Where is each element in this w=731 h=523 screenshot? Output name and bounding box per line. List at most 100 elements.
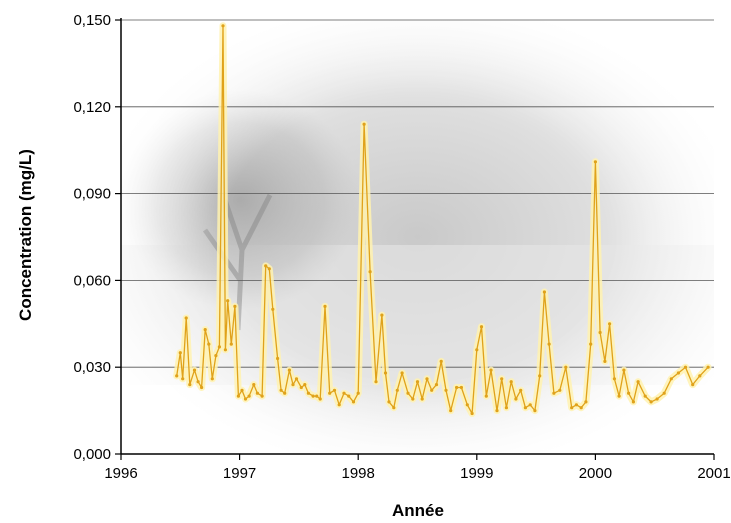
data-point <box>649 400 653 404</box>
x-tick-label: 1997 <box>223 465 256 482</box>
data-point <box>475 348 479 352</box>
data-point <box>283 391 287 395</box>
data-point <box>706 365 710 369</box>
data-point <box>279 388 283 392</box>
data-point <box>570 406 574 410</box>
data-point <box>351 400 356 404</box>
data-point <box>236 394 240 398</box>
data-point <box>636 380 640 384</box>
data-point <box>175 374 179 378</box>
data-point <box>243 397 248 401</box>
data-point <box>306 391 310 395</box>
data-point <box>332 388 337 392</box>
data-point <box>342 391 346 395</box>
data-point <box>192 368 197 372</box>
data-point <box>519 388 523 392</box>
data-point <box>542 290 547 294</box>
data-point <box>662 391 666 395</box>
data-point <box>455 385 459 390</box>
data-point <box>584 400 588 404</box>
data-point <box>479 325 484 329</box>
data-point <box>691 383 695 387</box>
x-axis-title: Année <box>392 501 444 520</box>
data-point <box>470 411 474 416</box>
data-point <box>233 304 237 308</box>
data-point <box>631 400 636 404</box>
data-point <box>608 322 612 326</box>
data-point <box>617 394 621 398</box>
data-point <box>294 377 299 381</box>
y-tick-label: 0,060 <box>73 272 111 289</box>
y-tick-label: 0,000 <box>73 446 111 463</box>
data-point <box>683 365 688 369</box>
data-point <box>444 388 448 392</box>
data-point <box>368 270 372 274</box>
data-point <box>655 397 659 401</box>
data-point <box>420 397 424 401</box>
data-point <box>337 403 341 407</box>
data-point <box>449 409 453 413</box>
data-point <box>533 409 537 413</box>
data-point <box>579 406 583 410</box>
data-point <box>552 391 556 395</box>
data-point <box>489 368 493 372</box>
data-point <box>328 391 332 395</box>
data-point <box>439 359 443 363</box>
data-point <box>255 391 259 395</box>
data-point <box>214 354 218 358</box>
data-point <box>252 383 256 387</box>
data-point <box>425 377 429 381</box>
data-point <box>395 388 399 392</box>
data-point <box>240 388 244 392</box>
data-point <box>247 394 251 398</box>
data-point <box>528 403 532 407</box>
data-point <box>318 397 322 401</box>
data-point <box>392 406 396 410</box>
data-point <box>181 377 185 381</box>
data-point <box>267 267 271 271</box>
y-tick-label: 0,150 <box>73 12 111 29</box>
data-point <box>356 391 360 395</box>
data-point <box>223 348 227 352</box>
data-point <box>200 385 204 390</box>
data-point <box>229 342 233 346</box>
data-point <box>347 394 351 398</box>
data-point <box>434 383 439 387</box>
data-point <box>221 24 225 28</box>
x-tick-label: 1999 <box>460 465 493 482</box>
x-tick-label: 2000 <box>579 465 612 482</box>
data-point <box>178 351 182 355</box>
data-point <box>669 377 673 381</box>
data-point <box>627 391 631 395</box>
data-point <box>276 356 280 361</box>
data-point <box>558 388 562 392</box>
data-point <box>643 394 647 398</box>
data-point <box>495 409 499 413</box>
data-point <box>500 377 504 381</box>
data-point <box>593 160 598 164</box>
data-point <box>406 391 410 395</box>
data-point <box>504 406 508 410</box>
data-point <box>547 342 551 346</box>
data-point <box>260 394 264 398</box>
data-point <box>299 385 303 390</box>
data-point <box>264 264 268 268</box>
data-point <box>226 299 230 303</box>
x-tick-label: 1996 <box>104 465 137 482</box>
data-point <box>196 380 200 384</box>
data-point <box>271 307 275 311</box>
data-point <box>383 371 388 375</box>
data-point <box>411 397 415 401</box>
data-point <box>564 365 568 369</box>
x-tick-label: 2001 <box>697 465 730 482</box>
data-point <box>184 316 188 320</box>
data-point <box>698 374 702 378</box>
data-point <box>217 345 221 349</box>
data-point <box>380 313 384 317</box>
data-point <box>612 377 617 381</box>
y-tick-label: 0,030 <box>73 359 111 376</box>
data-point <box>303 383 307 387</box>
x-axis-ticks: 1996 1997 1998 1999 2000 2001 <box>104 454 731 482</box>
data-point <box>287 368 291 372</box>
